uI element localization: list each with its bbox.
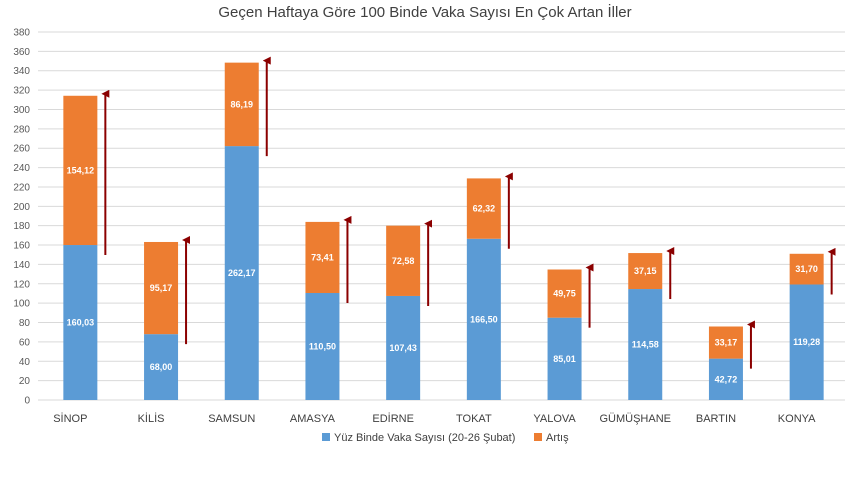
bar-segment-increase [224,62,259,147]
x-category-label: EDİRNE [372,412,414,425]
data-label-increase: 95,17 [150,283,173,293]
data-label-base: 262,17 [228,268,256,278]
bar-segment-base [63,245,98,400]
bar-segment-base [547,317,582,400]
y-tick-label: 20 [19,376,31,387]
y-tick-label: 160 [13,241,30,252]
bar-segment-base [708,358,743,400]
x-category-label: BARTIN [696,413,736,425]
bar-segment-base [789,284,824,400]
x-category-label: KONYA [778,413,816,425]
x-category-label: AMASYA [290,413,336,425]
data-label-base: 114,58 [632,340,659,350]
x-category-label: SİNOP [53,412,87,425]
data-label-increase: 49,75 [553,289,576,299]
data-label-base: 160,03 [67,318,95,328]
y-tick-label: 260 [13,144,30,155]
data-label-base: 166,50 [470,314,498,324]
chart-title: Geçen Haftaya Göre 100 Binde Vaka Sayısı… [218,4,632,21]
y-tick-label: 0 [24,396,30,407]
bar-segment-base [628,289,663,400]
y-tick-label: 100 [13,299,30,310]
y-tick-label: 60 [19,337,31,348]
y-tick-label: 280 [13,124,30,135]
bar-segment-increase [789,253,824,285]
data-label-increase: 62,32 [473,204,496,214]
y-tick-label: 340 [13,66,30,77]
bar-segment-increase [547,269,582,318]
data-label-increase: 154,12 [67,165,95,175]
legend-label-increase: Artış [546,432,569,444]
y-tick-label: 180 [13,221,30,232]
bar-segment-base [224,146,259,400]
y-tick-label: 40 [19,357,31,368]
data-label-base: 68,00 [150,362,173,372]
bar-segment-base [305,292,340,400]
legend-swatch-increase [534,433,542,441]
bar-segment-base [144,334,179,400]
y-tick-label: 360 [13,47,30,58]
y-tick-label: 80 [19,318,31,329]
data-label-increase: 31,70 [795,264,818,274]
y-tick-label: 140 [13,260,30,271]
bar-segment-increase [305,221,340,293]
data-label-base: 107,43 [389,343,417,353]
data-label-increase: 73,41 [311,252,334,262]
bar-segment-increase [466,178,501,239]
y-tick-label: 200 [13,202,30,213]
data-label-base: 42,72 [715,374,738,384]
bar-segment-increase [708,326,743,359]
y-tick-label: 300 [13,105,30,116]
x-category-label: KİLİS [138,412,165,425]
y-tick-label: 320 [13,86,30,97]
y-tick-label: 240 [13,163,30,174]
bar-segment-increase [386,225,421,296]
data-label-base: 85,01 [553,354,576,364]
bar-segment-increase [144,241,179,335]
y-tick-label: 120 [13,279,30,290]
legend-swatch-base [322,433,330,441]
bar-segment-base [466,238,501,400]
data-label-increase: 72,58 [392,256,415,266]
x-category-label: SAMSUN [208,413,255,425]
bar-segment-increase [63,95,98,246]
bar-segment-increase [628,253,663,290]
data-label-increase: 86,19 [230,99,253,109]
x-category-label: TOKAT [456,413,492,425]
data-label-increase: 33,17 [715,338,738,348]
data-label-base: 110,50 [309,341,336,351]
data-label-increase: 37,15 [634,266,657,276]
data-label-base: 119,28 [793,337,820,347]
x-category-label: GÜMÜŞHANE [599,413,671,425]
legend-label-base: Yüz Binde Vaka Sayısı (20-26 Şubat) [334,432,515,444]
y-tick-label: 220 [13,182,30,193]
bar-segment-base [386,295,421,400]
x-category-label: YALOVA [533,413,576,425]
y-tick-label: 380 [13,28,30,39]
